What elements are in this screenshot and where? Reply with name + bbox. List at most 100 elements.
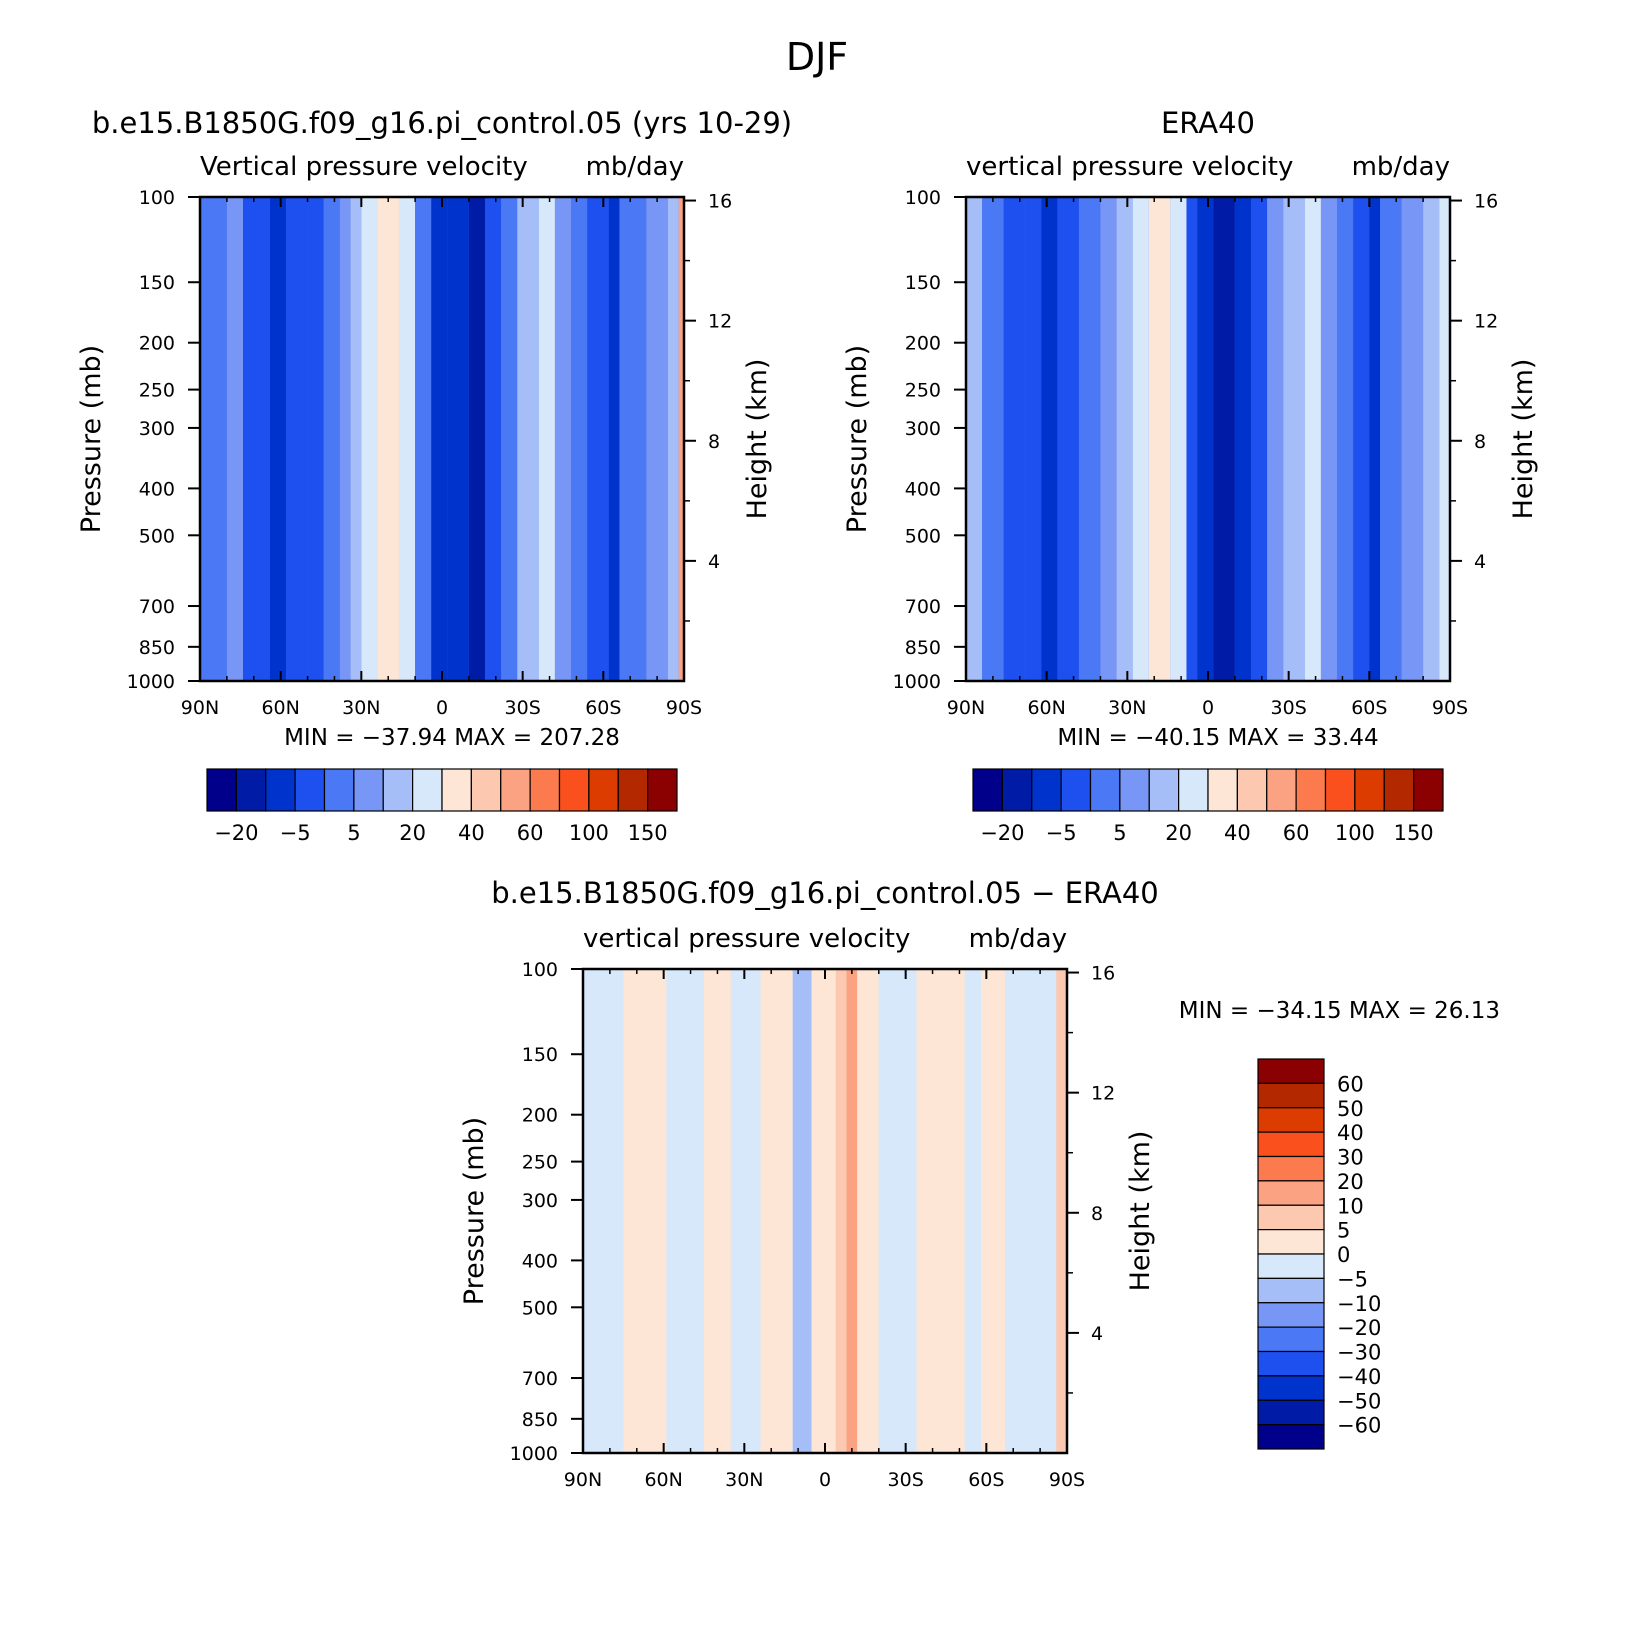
- colorbar-box: [1257, 1082, 1325, 1109]
- contour-band: [623, 969, 667, 1453]
- y-right-tick-label: 8: [1474, 431, 1486, 453]
- colorbar-box: [1257, 1180, 1325, 1206]
- x-tick-label: 90N: [947, 697, 985, 719]
- contour-band: [431, 197, 448, 681]
- contour-band: [286, 197, 308, 681]
- contour-band: [583, 969, 624, 1453]
- y-tick-label: 400: [139, 478, 175, 500]
- colorbar-label: −10: [1337, 1292, 1381, 1316]
- contour-band: [1186, 197, 1198, 681]
- contour-band: [1401, 197, 1424, 681]
- contour-band: [811, 969, 836, 1453]
- min-max-label: MIN = −37.94 MAX = 207.28: [284, 725, 620, 751]
- contour-band: [554, 197, 572, 681]
- colorbar-box: [529, 768, 561, 812]
- colorbar-box: [1001, 768, 1033, 812]
- contour-band: [1003, 197, 1026, 681]
- colorbar-label: 5: [347, 821, 360, 845]
- colorbar-box: [1257, 1253, 1325, 1279]
- y-tick-label: 250: [139, 380, 175, 402]
- panel-obs: ERA40 vertical pressure velocity mb/day 90N…: [842, 106, 1539, 845]
- panel-title: b.e15.B1850G.f09_g16.pi_control.05 − ERA…: [491, 876, 1159, 910]
- x-tick-label: 0: [1202, 697, 1214, 719]
- colorbar-box: [1324, 768, 1356, 812]
- contour-band: [857, 969, 879, 1453]
- contour-band: [980, 969, 1006, 1453]
- y-tick-label: 500: [905, 525, 941, 547]
- colorbar-box: [617, 768, 649, 812]
- min-max-label: MIN = −40.15 MAX = 33.44: [1057, 725, 1378, 751]
- contour-band: [846, 969, 858, 1453]
- colorbar-label: −20: [1337, 1316, 1381, 1340]
- contour-band: [1283, 197, 1305, 681]
- x-tick-label: 60S: [1351, 697, 1387, 719]
- contour-band: [1423, 197, 1440, 681]
- contour-band: [1369, 197, 1381, 681]
- x-tick-label: 30S: [505, 697, 541, 719]
- y-tick-label: 150: [522, 1044, 558, 1066]
- colorbar-label: 150: [1394, 821, 1434, 845]
- colorbar-box: [1031, 768, 1062, 812]
- panel-units-label: mb/day: [586, 152, 684, 182]
- y-tick-label: 200: [522, 1105, 558, 1127]
- contour-band: [760, 969, 793, 1453]
- contour-band: [916, 969, 965, 1453]
- contour-band: [646, 197, 668, 681]
- contour-band: [982, 197, 1004, 681]
- colorbar-label: 20: [399, 821, 426, 845]
- panel-title: b.e15.B1850G.f09_g16.pi_control.05 (yrs …: [92, 106, 792, 140]
- y-tick-label: 500: [139, 525, 175, 547]
- contour-band: [485, 197, 502, 681]
- y-tick-label: 1000: [893, 671, 941, 693]
- y-tick-label: 200: [905, 333, 941, 355]
- colorbar-label: 50: [1337, 1097, 1364, 1121]
- colorbar-label: 5: [1337, 1219, 1350, 1243]
- contour-band: [538, 197, 555, 681]
- x-tick-label: 90N: [564, 1469, 602, 1491]
- y-tick-label: 300: [139, 418, 175, 440]
- contour-band: [1116, 197, 1133, 681]
- y-tick-label: 500: [522, 1297, 558, 1319]
- contour-band: [1100, 197, 1117, 681]
- colorbar-box: [1257, 1229, 1325, 1255]
- contour-band: [1197, 197, 1214, 681]
- colorbar-label: 10: [1337, 1194, 1364, 1218]
- colorbar-box: [470, 768, 502, 812]
- colorbar-box: [1257, 1107, 1325, 1133]
- y-tick-label: 400: [905, 478, 941, 500]
- contour-band: [1304, 197, 1321, 681]
- y-right-tick-label: 4: [1474, 551, 1486, 573]
- contour-band: [1025, 197, 1042, 681]
- colorbar-box: [1257, 1058, 1325, 1084]
- contour-band: [792, 969, 812, 1453]
- colorbar-box: [1257, 1399, 1325, 1426]
- y-tick-label: 850: [905, 637, 941, 659]
- y-right-tick-label: 12: [708, 311, 732, 333]
- colorbar-box: [1257, 1424, 1325, 1450]
- y-right-tick-label: 12: [1474, 311, 1498, 333]
- contour-band: [1056, 969, 1067, 1453]
- panel-variable-label: vertical pressure velocity: [583, 924, 910, 954]
- x-tick-label: 90S: [1432, 697, 1468, 719]
- colorbar-box: [294, 768, 326, 812]
- x-tick-label: 60S: [585, 697, 621, 719]
- colorbar-label: 5: [1113, 821, 1126, 845]
- contour-band: [468, 197, 486, 681]
- contour-band: [350, 197, 362, 681]
- contour-band: [835, 969, 847, 1453]
- y-tick-label: 300: [905, 418, 941, 440]
- colorbar-box: [353, 768, 384, 812]
- colorbar-label: 100: [569, 821, 609, 845]
- colorbar-label: −5: [1337, 1267, 1368, 1291]
- y-right-tick-label: 8: [708, 431, 720, 453]
- contour-band: [323, 197, 340, 681]
- y-right-axis-label: Height (km): [1508, 359, 1539, 520]
- colorbar-box: [1266, 768, 1297, 812]
- colorbar-box: [412, 768, 443, 812]
- colorbar-box: [647, 768, 678, 812]
- figure-title: DJF: [786, 35, 848, 79]
- x-tick-label: 0: [436, 697, 448, 719]
- contour-band: [1005, 969, 1057, 1453]
- contour-band: [608, 197, 620, 681]
- colorbar-box: [1257, 1302, 1325, 1328]
